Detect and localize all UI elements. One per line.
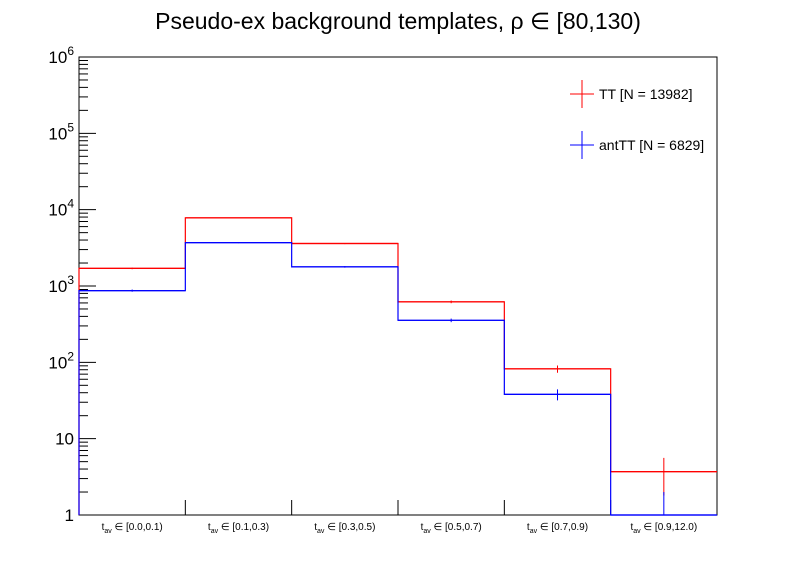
histogram-step [78,242,717,516]
series-anttt [78,242,717,516]
chart-title: Pseudo-ex background templates, ρ ∈ [80,… [155,8,641,34]
legend-item: antTT [N = 6829] [570,131,704,159]
y-tick-label: 105 [48,120,74,143]
x-category-label: tav ∈ [0.9,12.0) [630,522,697,535]
x-category-label: tav ∈ [0.0,0.1) [102,522,163,535]
legend-item: TT [N = 13982] [570,80,693,108]
y-tick-label: 106 [48,44,74,67]
series-layer [78,217,717,516]
legend: TT [N = 13982] antTT [N = 6829] [570,80,704,159]
legend-label: antTT [N = 6829] [599,137,704,153]
histogram-step [78,217,717,515]
y-tick-label: 103 [48,273,74,296]
y-tick-label: 104 [48,197,74,220]
y-tick-label: 102 [48,349,74,372]
axes: 1 10 102 103 104 105 106 tav ∈ [0.0,0.1) tav ∈ [… [48,44,718,535]
x-category-label: tav ∈ [0.3,0.5) [314,522,375,535]
series-tt [78,217,717,515]
legend-label: TT [N = 13982] [599,86,693,102]
y-tick-label: 1 [65,506,74,525]
x-category-label: tav ∈ [0.7,0.9) [527,522,588,535]
x-category-label: tav ∈ [0.1,0.3) [208,522,269,535]
x-category-label: tav ∈ [0.5,0.7) [421,522,482,535]
y-tick-label: 10 [55,430,74,449]
